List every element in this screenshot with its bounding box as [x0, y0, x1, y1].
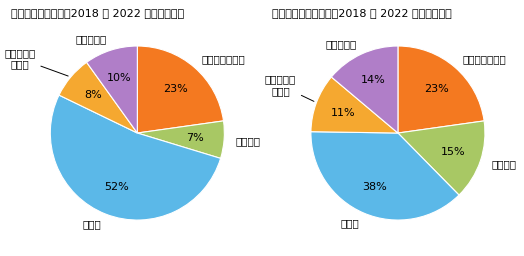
- Wedge shape: [86, 46, 137, 133]
- Text: 自動車: 自動車: [341, 218, 359, 228]
- Wedge shape: [398, 46, 484, 133]
- Text: 事業別営業利益比率（2018 ～ 2022 年度の平均）: 事業別営業利益比率（2018 ～ 2022 年度の平均）: [272, 8, 452, 18]
- Wedge shape: [137, 46, 224, 133]
- Text: 14%: 14%: [361, 75, 386, 85]
- Text: 7%: 7%: [187, 133, 204, 143]
- Text: 環境エネルギー: 環境エネルギー: [202, 54, 246, 64]
- Wedge shape: [311, 77, 398, 133]
- Text: 産業素材他: 産業素材他: [325, 39, 356, 49]
- Text: 8%: 8%: [84, 90, 102, 101]
- Wedge shape: [331, 46, 398, 133]
- Wedge shape: [50, 95, 221, 220]
- Text: 15%: 15%: [441, 147, 465, 157]
- Text: 事業別売上高比率（2018 ～ 2022 年度の平均）: 事業別売上高比率（2018 ～ 2022 年度の平均）: [11, 8, 184, 18]
- Wedge shape: [398, 121, 485, 195]
- Text: 11%: 11%: [331, 108, 356, 118]
- Wedge shape: [137, 121, 224, 158]
- Text: 情報通信: 情報通信: [235, 136, 260, 146]
- Text: 環境エネルギー: 環境エネルギー: [463, 54, 506, 64]
- Text: 23%: 23%: [163, 84, 188, 94]
- Text: エレクトロ
ニクス: エレクトロ ニクス: [265, 74, 314, 101]
- Text: 23%: 23%: [424, 84, 449, 94]
- Text: 38%: 38%: [363, 182, 387, 192]
- Text: 自動車: 自動車: [83, 220, 102, 230]
- Text: エレクトロ
ニクス: エレクトロ ニクス: [4, 48, 68, 76]
- Wedge shape: [311, 132, 459, 220]
- Text: 52%: 52%: [104, 182, 128, 192]
- Text: 10%: 10%: [107, 72, 132, 82]
- Wedge shape: [59, 62, 137, 133]
- Text: 情報通信: 情報通信: [491, 159, 516, 169]
- Text: 産業素材他: 産業素材他: [76, 34, 107, 45]
